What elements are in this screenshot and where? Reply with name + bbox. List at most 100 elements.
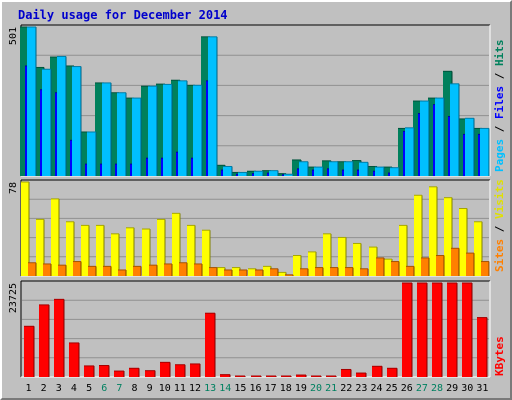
bar-fill bbox=[232, 267, 240, 276]
plot-panel-kbytes: 23725 KBytes bbox=[8, 280, 506, 378]
bar-visits-day-24 bbox=[369, 246, 378, 276]
bar-kbytes-day-22 bbox=[341, 368, 352, 377]
bar-fill bbox=[277, 173, 286, 176]
bar-pages-day-18 bbox=[284, 173, 294, 176]
bar-visits-day-5 bbox=[81, 224, 90, 276]
legend-kbytes: KBytes bbox=[493, 336, 506, 376]
bar-pages-day-27 bbox=[420, 100, 430, 176]
x-tick-label: 16 bbox=[249, 383, 261, 394]
x-tick-label: 4 bbox=[71, 383, 77, 394]
x-tick-label: 14 bbox=[219, 383, 231, 394]
bar-fill bbox=[190, 363, 200, 377]
bar-fill bbox=[81, 225, 89, 276]
bar-sites-day-15 bbox=[239, 269, 248, 276]
bar-sites-day-20 bbox=[315, 267, 324, 276]
bar-fill bbox=[466, 253, 474, 276]
bar-visits-day-9 bbox=[142, 228, 151, 276]
bar-fill bbox=[208, 36, 217, 176]
bar-pages-day-5 bbox=[87, 131, 97, 176]
x-tick-label: 18 bbox=[280, 383, 292, 394]
bar-sites-day-18 bbox=[285, 274, 294, 276]
bar-fill bbox=[24, 326, 34, 377]
bar-fill bbox=[179, 262, 187, 276]
x-tick-label: 6 bbox=[101, 383, 107, 394]
bar-pages-day-19 bbox=[299, 161, 309, 176]
bar-visits-day-26 bbox=[399, 224, 408, 276]
bar-visits-day-18 bbox=[278, 271, 287, 276]
bar-kbytes-day-6 bbox=[99, 365, 110, 377]
y-max-label: 78 bbox=[8, 182, 19, 194]
bar-fill bbox=[163, 84, 172, 176]
bar-pages-day-23 bbox=[359, 161, 369, 176]
bar-kbytes-day-7 bbox=[114, 370, 125, 377]
bar-fill bbox=[399, 225, 407, 276]
bar-kbytes-day-8 bbox=[129, 367, 140, 377]
bar-kbytes-day-23 bbox=[356, 372, 367, 377]
bar-kbytes-day-28 bbox=[432, 282, 443, 377]
bar-fill bbox=[175, 364, 185, 377]
bar-fill bbox=[402, 283, 412, 377]
x-tick-label: 10 bbox=[159, 383, 171, 394]
bar-fill bbox=[473, 128, 482, 176]
bar-fill bbox=[186, 85, 195, 176]
bar-kbytes-day-18 bbox=[281, 375, 292, 377]
bar-pages-day-29 bbox=[450, 83, 460, 176]
bar-fill bbox=[102, 82, 111, 176]
bar-fill bbox=[417, 283, 427, 377]
bar-fill bbox=[458, 118, 467, 176]
bar-fill bbox=[35, 67, 44, 176]
bar-fill bbox=[50, 57, 59, 176]
bar-fill bbox=[224, 269, 232, 276]
x-tick-label: 29 bbox=[446, 383, 458, 394]
bar-fill bbox=[390, 167, 399, 176]
bar-fill bbox=[420, 101, 429, 176]
bar-fill bbox=[398, 128, 407, 176]
bar-sites-day-26 bbox=[406, 265, 415, 276]
bar-fill bbox=[405, 127, 414, 176]
bar-fill bbox=[443, 71, 452, 176]
bar-sites-day-29 bbox=[451, 247, 460, 276]
bar-pages-day-4 bbox=[72, 66, 82, 176]
bar-sites-day-9 bbox=[149, 264, 158, 276]
bar-fill bbox=[376, 257, 384, 276]
bar-fill bbox=[299, 161, 308, 176]
bar-fill bbox=[66, 221, 74, 276]
bar-sites-day-31 bbox=[481, 261, 490, 276]
x-tick-label: 30 bbox=[461, 383, 473, 394]
bar-sites-day-24 bbox=[376, 257, 385, 276]
bar-sites-day-27 bbox=[421, 257, 430, 276]
bar-fill bbox=[428, 98, 437, 176]
bar-sites-day-6 bbox=[103, 265, 112, 276]
bar-kbytes-day-3 bbox=[54, 298, 65, 377]
x-tick-label: 27 bbox=[416, 383, 428, 394]
bar-fill bbox=[145, 370, 155, 377]
bar-pages-day-24 bbox=[375, 166, 385, 176]
bar-visits-day-8 bbox=[126, 227, 135, 276]
bar-fill bbox=[421, 257, 429, 276]
bar-fill bbox=[308, 251, 316, 276]
bar-fill bbox=[84, 365, 94, 377]
bar-kbytes-day-21 bbox=[326, 375, 337, 377]
bar-fill bbox=[344, 161, 353, 176]
bar-kbytes-day-30 bbox=[462, 282, 473, 377]
bar-fill bbox=[69, 342, 79, 377]
bar-fill bbox=[474, 221, 482, 276]
bar-fill bbox=[27, 27, 36, 176]
legend-item-visits: Visits bbox=[493, 179, 506, 219]
bar-kbytes-day-9 bbox=[145, 370, 156, 377]
bar-sites-day-30 bbox=[466, 252, 475, 276]
legend-item-pages: Pages bbox=[493, 139, 506, 172]
bar-fill bbox=[201, 36, 210, 176]
bar-visits-day-30 bbox=[459, 208, 468, 276]
bar-pages-day-22 bbox=[344, 161, 354, 176]
bar-fill bbox=[157, 219, 165, 276]
bar-pages-day-10 bbox=[163, 83, 173, 176]
bar-fill bbox=[178, 80, 187, 176]
bar-sites-day-23 bbox=[360, 268, 369, 276]
bar-fill bbox=[117, 92, 126, 176]
bar-fill bbox=[58, 265, 66, 276]
bar-fill bbox=[149, 265, 157, 276]
bar-fill bbox=[451, 248, 459, 276]
bar-visits-day-2 bbox=[36, 218, 45, 276]
